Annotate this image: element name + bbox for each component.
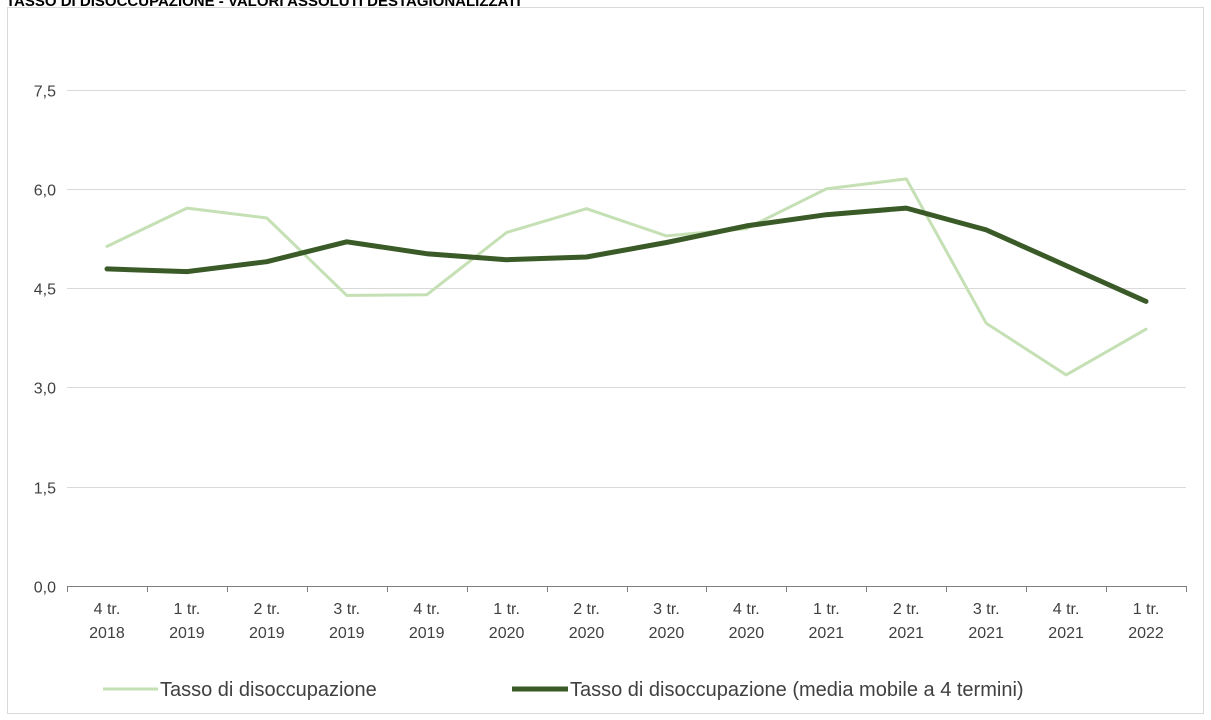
legend-label-2: Tasso di disoccupazione (media mobile a … [570,679,1024,701]
gridlines [67,90,1186,488]
data-point [744,224,748,228]
data-point [585,207,589,211]
x-tick-label: 3 tr. 2021 [968,601,1004,642]
x-tick-label: 2 tr. 2020 [569,601,605,642]
data-point [105,244,109,248]
x-tick-label: 1 tr. 2022 [1128,601,1164,642]
data-point [664,240,668,244]
data-point [585,255,589,259]
chart-title: TASSO DI DISOCCUPAZIONE - VALORI ASSOLUT… [6,0,521,10]
data-point [1144,327,1148,331]
data-point [425,252,429,256]
data-point [1064,373,1068,377]
y-tick-label: 7,5 [34,84,56,101]
x-tick-label: 2 tr. 2019 [249,601,285,642]
data-point [984,321,988,325]
data-point [265,260,269,264]
x-tick-label: 2 tr. 2021 [888,601,924,642]
data-point [904,177,908,181]
x-tick-label: 4 tr. 2018 [89,601,125,642]
chart-frame [7,7,1204,714]
y-tick-label: 1,5 [34,481,56,498]
y-tick-label: 0,0 [34,580,56,597]
x-tick-label: 1 tr. 2021 [809,601,845,642]
data-point [824,187,828,191]
y-tick-label: 3,0 [34,381,56,398]
data-point [984,228,988,232]
data-point [904,206,908,210]
legend: Tasso di disoccupazione Tasso di disoccup… [103,679,1024,701]
series-line-1 [105,177,1148,377]
data-point [425,293,429,297]
series-lines [104,177,1149,377]
data-point [185,206,189,210]
data-point [824,213,828,217]
x-tick-label: 4 tr. 2020 [729,601,765,642]
data-point [664,234,668,238]
data-point [345,293,349,297]
data-point [185,270,189,274]
data-point [1144,299,1148,303]
x-tick-label: 4 tr. 2021 [1048,601,1084,642]
data-point [505,258,509,262]
y-tick-label: 6,0 [34,183,56,200]
x-tick-label: 1 tr. 2019 [169,601,205,642]
x-tick-label: 3 tr. 2019 [329,601,365,642]
data-point [265,216,269,220]
data-point [1064,264,1068,268]
y-tick-label: 4,5 [34,282,56,299]
x-tick-label: 1 tr. 2020 [489,601,525,642]
x-tick-label: 3 tr. 2020 [649,601,685,642]
series-line-2 [104,205,1149,304]
legend-label-1: Tasso di disoccupazione [160,679,377,701]
data-point [345,240,349,244]
x-tick-label: 4 tr. 2019 [409,601,445,642]
data-point [505,231,509,235]
axes: 0,0 1,5 3,0 4,5 6,0 7,5 4 tr. 2018 1 tr. 2019 2 tr… [34,84,1187,642]
data-point [105,267,109,271]
